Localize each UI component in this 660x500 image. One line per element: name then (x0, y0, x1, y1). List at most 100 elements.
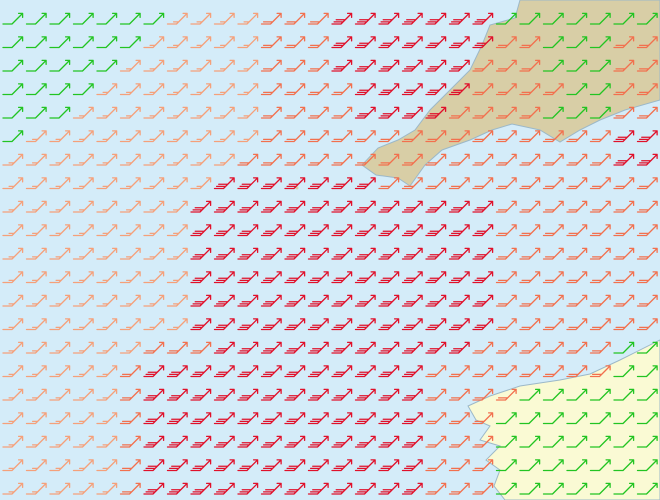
wind-barb (519, 365, 541, 378)
wind-barb (96, 12, 118, 25)
wind-barb (331, 435, 353, 448)
wind-barb (566, 482, 588, 495)
wind-barb (378, 153, 400, 166)
wind-barb (166, 435, 188, 448)
wind-barb (354, 177, 376, 190)
wind-barb (613, 341, 635, 354)
wind-barb (448, 200, 470, 213)
wind-barb (49, 318, 71, 331)
wind-barb (143, 365, 165, 378)
wind-barb (636, 341, 658, 354)
wind-barb (119, 412, 141, 425)
wind-barb (448, 106, 470, 119)
wind-barb (143, 177, 165, 190)
wind-barb (613, 200, 635, 213)
wind-barb (472, 388, 494, 401)
wind-barb (49, 271, 71, 284)
wind-barb (260, 435, 282, 448)
wind-barb (25, 365, 47, 378)
wind-barb (284, 271, 306, 284)
wind-barb (354, 365, 376, 378)
wind-barb (425, 36, 447, 49)
wind-barb (589, 106, 611, 119)
wind-barb (284, 341, 306, 354)
wind-barb (331, 388, 353, 401)
wind-barb (401, 459, 423, 472)
wind-barb (49, 130, 71, 143)
wind-barb (331, 200, 353, 213)
wind-barb (25, 130, 47, 143)
wind-barb (96, 200, 118, 213)
wind-barb (284, 130, 306, 143)
wind-barb (613, 388, 635, 401)
wind-barb (354, 271, 376, 284)
wind-barb (378, 365, 400, 378)
wind-barb (213, 271, 235, 284)
wind-barb (542, 130, 564, 143)
wind-barb (49, 12, 71, 25)
wind-barb (72, 12, 94, 25)
wind-barb (307, 271, 329, 284)
wind-barb (190, 36, 212, 49)
wind-barb (2, 318, 24, 331)
wind-barb (566, 388, 588, 401)
wind-barb (96, 83, 118, 96)
wind-barb (166, 341, 188, 354)
wind-barb (284, 177, 306, 190)
wind-barb (472, 412, 494, 425)
wind-barb (72, 271, 94, 284)
wind-barb (589, 365, 611, 378)
wind-barb (2, 271, 24, 284)
wind-barb (213, 153, 235, 166)
wind-barb (260, 247, 282, 260)
wind-barb (519, 459, 541, 472)
wind-barb (495, 36, 517, 49)
wind-barb (190, 435, 212, 448)
wind-barb (472, 130, 494, 143)
wind-barb (401, 12, 423, 25)
wind-barb (589, 482, 611, 495)
wind-barb (495, 83, 517, 96)
wind-barb (636, 59, 658, 72)
wind-barb (2, 247, 24, 260)
wind-barb (519, 388, 541, 401)
wind-barb (96, 224, 118, 237)
wind-barb (260, 482, 282, 495)
wind-barb (2, 59, 24, 72)
wind-barb (354, 318, 376, 331)
wind-barb (143, 482, 165, 495)
wind-barb (613, 106, 635, 119)
wind-barb (495, 224, 517, 237)
wind-barb (425, 200, 447, 213)
wind-barb (260, 271, 282, 284)
wind-barb (25, 459, 47, 472)
wind-barb (25, 106, 47, 119)
wind-barb (284, 318, 306, 331)
wind-barb (143, 247, 165, 260)
wind-barb (331, 482, 353, 495)
wind-barb (260, 365, 282, 378)
wind-barb (307, 294, 329, 307)
wind-barb (331, 412, 353, 425)
wind-barb (401, 106, 423, 119)
wind-barb (190, 177, 212, 190)
wind-barb (636, 318, 658, 331)
wind-barb (143, 318, 165, 331)
wind-barb (331, 177, 353, 190)
wind-barb (2, 341, 24, 354)
wind-barb (636, 177, 658, 190)
wind-barb (519, 318, 541, 331)
wind-barb (519, 106, 541, 119)
wind-barb (589, 247, 611, 260)
wind-barb (378, 435, 400, 448)
wind-barb (636, 247, 658, 260)
wind-barb (143, 294, 165, 307)
wind-barb (307, 482, 329, 495)
wind-barb (542, 482, 564, 495)
wind-barb (354, 130, 376, 143)
wind-barb (331, 106, 353, 119)
wind-barb (542, 247, 564, 260)
wind-barb (613, 83, 635, 96)
wind-barb (119, 224, 141, 237)
wind-barb (354, 459, 376, 472)
